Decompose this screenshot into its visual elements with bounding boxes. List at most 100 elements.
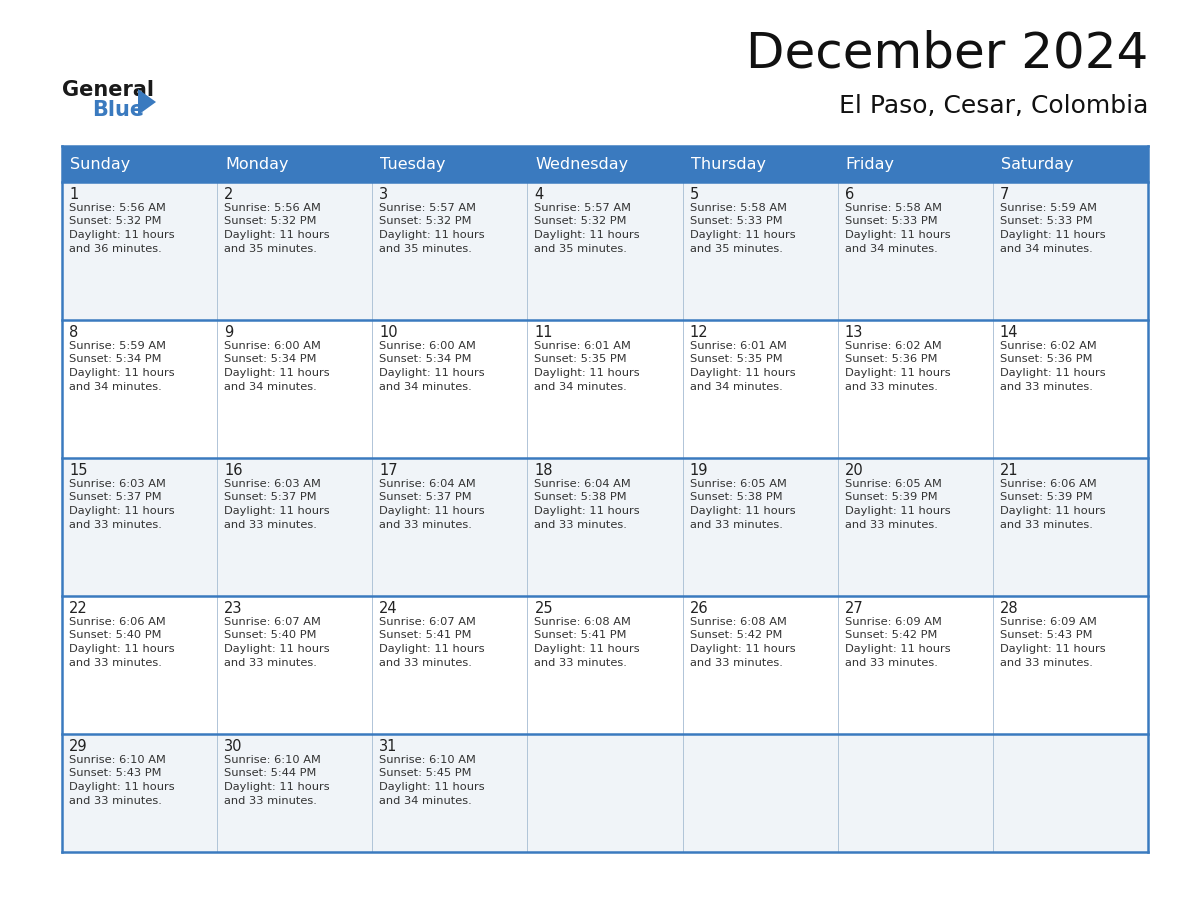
Text: Sunrise: 6:07 AM: Sunrise: 6:07 AM — [225, 617, 321, 627]
Text: and 34 minutes.: and 34 minutes. — [225, 382, 317, 391]
Text: Daylight: 11 hours: Daylight: 11 hours — [69, 368, 175, 378]
Bar — [217, 146, 372, 182]
Text: Daylight: 11 hours: Daylight: 11 hours — [1000, 230, 1106, 240]
Bar — [372, 146, 527, 182]
Text: Sunrise: 6:03 AM: Sunrise: 6:03 AM — [225, 479, 321, 489]
Bar — [527, 146, 683, 182]
Text: 2: 2 — [225, 187, 234, 202]
Text: 18: 18 — [535, 463, 552, 478]
Text: Sunrise: 6:08 AM: Sunrise: 6:08 AM — [535, 617, 631, 627]
Bar — [683, 146, 838, 182]
Bar — [62, 182, 1148, 320]
Text: 22: 22 — [69, 601, 88, 616]
Text: Sunrise: 6:06 AM: Sunrise: 6:06 AM — [1000, 479, 1097, 489]
Text: Sunset: 5:39 PM: Sunset: 5:39 PM — [845, 492, 937, 502]
Bar — [62, 320, 1148, 458]
Text: Sunrise: 6:04 AM: Sunrise: 6:04 AM — [379, 479, 476, 489]
Text: Blue: Blue — [91, 100, 144, 120]
Text: Friday: Friday — [846, 156, 895, 172]
Text: 16: 16 — [225, 463, 242, 478]
Text: Sunset: 5:45 PM: Sunset: 5:45 PM — [379, 768, 472, 778]
Text: and 33 minutes.: and 33 minutes. — [379, 520, 472, 530]
Text: Sunset: 5:40 PM: Sunset: 5:40 PM — [225, 631, 317, 641]
Text: Sunset: 5:35 PM: Sunset: 5:35 PM — [689, 354, 782, 364]
Text: and 33 minutes.: and 33 minutes. — [69, 796, 162, 805]
Text: Daylight: 11 hours: Daylight: 11 hours — [535, 230, 640, 240]
Text: 3: 3 — [379, 187, 388, 202]
Text: El Paso, Cesar, Colombia: El Paso, Cesar, Colombia — [839, 94, 1148, 118]
Text: and 33 minutes.: and 33 minutes. — [69, 520, 162, 530]
Text: Sunset: 5:39 PM: Sunset: 5:39 PM — [1000, 492, 1093, 502]
Text: Sunrise: 6:08 AM: Sunrise: 6:08 AM — [689, 617, 786, 627]
Text: and 33 minutes.: and 33 minutes. — [845, 382, 937, 391]
Text: Sunrise: 6:09 AM: Sunrise: 6:09 AM — [1000, 617, 1097, 627]
Text: Sunset: 5:42 PM: Sunset: 5:42 PM — [845, 631, 937, 641]
Text: and 33 minutes.: and 33 minutes. — [535, 657, 627, 667]
Text: and 33 minutes.: and 33 minutes. — [845, 520, 937, 530]
Text: Sunset: 5:41 PM: Sunset: 5:41 PM — [379, 631, 472, 641]
Text: Sunrise: 6:04 AM: Sunrise: 6:04 AM — [535, 479, 631, 489]
Text: Sunrise: 5:58 AM: Sunrise: 5:58 AM — [845, 203, 942, 213]
Text: Daylight: 11 hours: Daylight: 11 hours — [379, 230, 485, 240]
Text: Daylight: 11 hours: Daylight: 11 hours — [845, 506, 950, 516]
Text: 4: 4 — [535, 187, 544, 202]
Text: Sunrise: 5:59 AM: Sunrise: 5:59 AM — [1000, 203, 1097, 213]
Text: Daylight: 11 hours: Daylight: 11 hours — [535, 368, 640, 378]
Text: Sunset: 5:32 PM: Sunset: 5:32 PM — [535, 217, 627, 227]
Text: 7: 7 — [1000, 187, 1010, 202]
Text: and 33 minutes.: and 33 minutes. — [689, 657, 783, 667]
Text: Sunset: 5:33 PM: Sunset: 5:33 PM — [1000, 217, 1093, 227]
Bar — [62, 734, 1148, 852]
Text: Daylight: 11 hours: Daylight: 11 hours — [225, 782, 330, 792]
Text: and 35 minutes.: and 35 minutes. — [535, 243, 627, 253]
Text: 24: 24 — [379, 601, 398, 616]
Text: Sunday: Sunday — [70, 156, 131, 172]
Text: Sunset: 5:35 PM: Sunset: 5:35 PM — [535, 354, 627, 364]
Text: Sunrise: 6:02 AM: Sunrise: 6:02 AM — [845, 341, 941, 351]
Text: and 36 minutes.: and 36 minutes. — [69, 243, 162, 253]
Text: 11: 11 — [535, 325, 552, 340]
Text: Sunset: 5:41 PM: Sunset: 5:41 PM — [535, 631, 627, 641]
Text: 29: 29 — [69, 739, 88, 754]
Text: 30: 30 — [225, 739, 242, 754]
Text: Sunset: 5:37 PM: Sunset: 5:37 PM — [225, 492, 317, 502]
Text: Daylight: 11 hours: Daylight: 11 hours — [69, 230, 175, 240]
Text: Sunset: 5:32 PM: Sunset: 5:32 PM — [379, 217, 472, 227]
Bar — [62, 458, 1148, 596]
Text: Daylight: 11 hours: Daylight: 11 hours — [689, 230, 795, 240]
Text: 28: 28 — [1000, 601, 1018, 616]
Text: and 34 minutes.: and 34 minutes. — [379, 796, 472, 805]
Text: Daylight: 11 hours: Daylight: 11 hours — [1000, 644, 1106, 654]
Text: Daylight: 11 hours: Daylight: 11 hours — [225, 644, 330, 654]
Text: Sunrise: 6:09 AM: Sunrise: 6:09 AM — [845, 617, 942, 627]
Text: Daylight: 11 hours: Daylight: 11 hours — [69, 644, 175, 654]
Text: Daylight: 11 hours: Daylight: 11 hours — [535, 644, 640, 654]
Text: Daylight: 11 hours: Daylight: 11 hours — [225, 506, 330, 516]
Text: and 35 minutes.: and 35 minutes. — [225, 243, 317, 253]
Text: Sunrise: 6:07 AM: Sunrise: 6:07 AM — [379, 617, 476, 627]
Text: Sunset: 5:43 PM: Sunset: 5:43 PM — [1000, 631, 1092, 641]
Text: Sunrise: 5:57 AM: Sunrise: 5:57 AM — [535, 203, 632, 213]
Text: 9: 9 — [225, 325, 233, 340]
Text: Sunrise: 6:00 AM: Sunrise: 6:00 AM — [379, 341, 476, 351]
Text: Sunrise: 6:01 AM: Sunrise: 6:01 AM — [535, 341, 631, 351]
Text: Sunrise: 6:10 AM: Sunrise: 6:10 AM — [69, 755, 166, 765]
Text: Thursday: Thursday — [690, 156, 765, 172]
Text: Daylight: 11 hours: Daylight: 11 hours — [225, 368, 330, 378]
Text: Sunset: 5:36 PM: Sunset: 5:36 PM — [845, 354, 937, 364]
Text: Sunrise: 6:03 AM: Sunrise: 6:03 AM — [69, 479, 166, 489]
Bar — [62, 146, 217, 182]
Text: Daylight: 11 hours: Daylight: 11 hours — [379, 506, 485, 516]
Text: Sunset: 5:40 PM: Sunset: 5:40 PM — [69, 631, 162, 641]
Text: and 33 minutes.: and 33 minutes. — [225, 520, 317, 530]
Text: Sunset: 5:34 PM: Sunset: 5:34 PM — [379, 354, 472, 364]
Text: 23: 23 — [225, 601, 242, 616]
Polygon shape — [138, 89, 156, 115]
Text: and 33 minutes.: and 33 minutes. — [1000, 520, 1093, 530]
Text: Sunset: 5:38 PM: Sunset: 5:38 PM — [689, 492, 782, 502]
Text: and 34 minutes.: and 34 minutes. — [69, 382, 162, 391]
Text: and 34 minutes.: and 34 minutes. — [1000, 243, 1093, 253]
Text: Sunrise: 6:10 AM: Sunrise: 6:10 AM — [225, 755, 321, 765]
Text: Daylight: 11 hours: Daylight: 11 hours — [1000, 368, 1106, 378]
Text: Daylight: 11 hours: Daylight: 11 hours — [689, 506, 795, 516]
